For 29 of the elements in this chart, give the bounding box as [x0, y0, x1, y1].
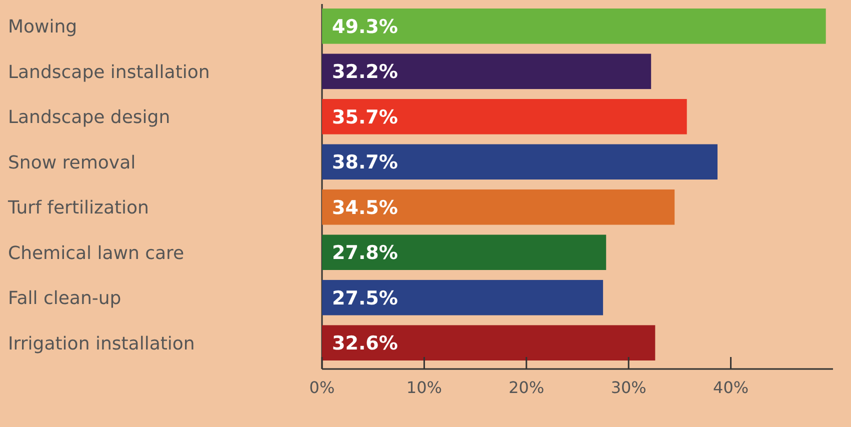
- bar: [322, 189, 675, 225]
- bar: [322, 280, 604, 316]
- data-label: 49.3%: [332, 16, 398, 38]
- bar: [322, 234, 606, 270]
- y-tick-label: Landscape design: [8, 107, 170, 128]
- y-tick-label: Mowing: [8, 16, 78, 38]
- y-tick-label: Landscape installation: [8, 62, 210, 83]
- bar: [322, 325, 656, 360]
- data-label: 34.5%: [332, 196, 398, 219]
- x-tick-label: 10%: [406, 378, 442, 397]
- bar: [322, 144, 718, 180]
- bar: [322, 54, 652, 90]
- y-tick-label: Fall clean-up: [8, 288, 122, 310]
- y-tick-label: Irrigation installation: [8, 333, 195, 354]
- bar: [322, 8, 826, 44]
- bar: [322, 99, 687, 134]
- data-label: 27.5%: [332, 287, 398, 310]
- data-label: 38.7%: [332, 152, 398, 174]
- data-label: 32.2%: [332, 61, 398, 84]
- data-label: 27.8%: [332, 242, 398, 264]
- x-tick-label: 0%: [309, 378, 335, 397]
- y-tick-label: Turf fertilization: [7, 198, 149, 219]
- data-label: 35.7%: [332, 106, 398, 128]
- y-tick-label: Snow removal: [8, 152, 136, 174]
- y-tick-label: Chemical lawn care: [8, 242, 184, 264]
- x-tick-label: 30%: [610, 378, 646, 397]
- x-tick-label: 40%: [713, 378, 749, 397]
- data-label: 32.6%: [332, 332, 398, 355]
- x-tick-label: 20%: [508, 378, 544, 397]
